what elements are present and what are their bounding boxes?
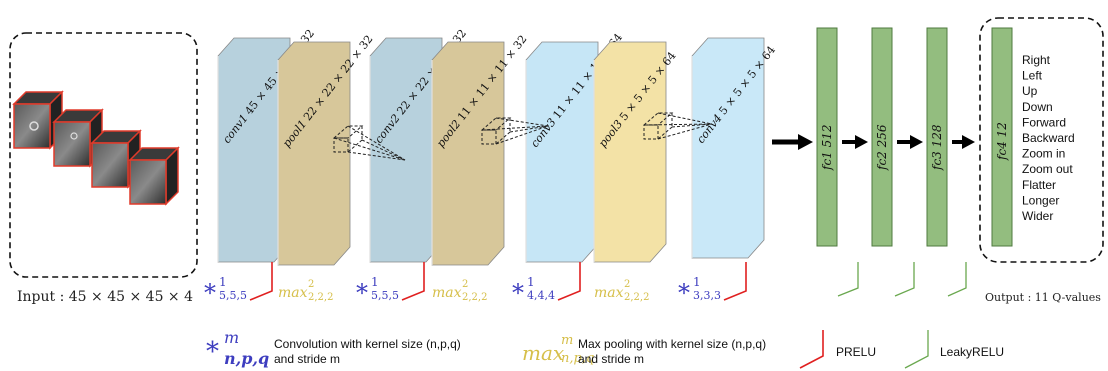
prelu-mark-conv2 [401, 262, 425, 301]
layer-pool2: pool211 × 11 × 11 × 32 [431, 33, 530, 266]
svg-text:5,5,5: 5,5,5 [219, 289, 247, 302]
legend-pool-text-2: and stride m [578, 352, 644, 366]
output-box [979, 17, 1104, 263]
svg-text:*: * [678, 279, 690, 307]
svg-text:max: max [278, 285, 308, 301]
input-box [9, 32, 198, 278]
svg-text:*: * [204, 279, 216, 307]
svg-text:*: * [206, 337, 219, 367]
fc3-label: fc3 128 [930, 124, 944, 171]
op-conv2: * 15,5,5 [356, 262, 425, 307]
svg-text:1: 1 [693, 275, 701, 289]
prelu-mark-conv3 [557, 262, 581, 301]
receptive-field-pyramids [332, 112, 713, 161]
svg-text:2,2,2: 2,2,2 [308, 292, 333, 303]
svg-text:m: m [224, 328, 239, 347]
fc-arrows [842, 135, 975, 149]
output-action-item: Longer [1022, 193, 1059, 207]
svg-text:n,p,q: n,p,q [224, 349, 269, 368]
pyramid-pool1 [332, 125, 406, 161]
svg-text:max: max [522, 341, 564, 365]
svg-text:4,4,4: 4,4,4 [527, 289, 555, 302]
legend-conv-text-2: and stride m [274, 352, 340, 366]
fc1-bar [816, 27, 838, 247]
svg-text:*: * [512, 279, 524, 307]
svg-text:m: m [561, 333, 573, 348]
legend-prelu-label: PRELU [836, 345, 876, 359]
output-action-item: Backward [1022, 131, 1075, 145]
legend-pool-symbol: max m n,p,q [522, 333, 594, 366]
legend-leaky-label: LeakyRELU [940, 345, 1004, 359]
output-action-item: Down [1022, 100, 1053, 114]
fc3-bar [926, 27, 948, 247]
svg-text:2,2,2: 2,2,2 [624, 292, 649, 303]
svg-text:2: 2 [462, 279, 468, 290]
fc2-label: fc2 256 [875, 124, 889, 171]
svg-text:1: 1 [527, 275, 535, 289]
legend: * m n,p,q Convolution with kernel size (… [206, 328, 1004, 369]
legend-conv-symbol: * m n,p,q [206, 328, 269, 368]
output-action-item: Forward [1022, 115, 1066, 129]
fc4-bar [991, 27, 1013, 247]
fc2-bar [871, 27, 893, 247]
fc4-label: fc4 12 [995, 122, 1009, 161]
fc1-label: fc1 512 [820, 124, 834, 171]
svg-text:2: 2 [624, 279, 630, 290]
output-action-item: Zoom out [1022, 162, 1073, 176]
fc-layers: fc1 512 fc2 256 fc3 128 fc4 12 [816, 27, 1013, 247]
svg-text:2: 2 [308, 279, 314, 290]
leaky-relu-marks [837, 262, 967, 297]
layer-pool3: pool35 × 5 × 5 × 64 [593, 41, 679, 263]
legend-prelu-mark [799, 330, 824, 369]
input-ct-cubes [12, 90, 180, 206]
op-conv1: * 15,5,5 [204, 262, 273, 307]
svg-text:2,2,2: 2,2,2 [462, 292, 487, 303]
output-label: Output : 11 Q-values [985, 291, 1101, 304]
flatten-arrow [772, 134, 813, 150]
svg-text:1: 1 [371, 275, 379, 289]
svg-text:max: max [432, 285, 462, 301]
svg-text:*: * [356, 279, 368, 307]
svg-text:max: max [594, 285, 624, 301]
output-action-item: Zoom in [1022, 147, 1065, 161]
prelu-mark-conv1 [249, 262, 273, 301]
output-action-item: Left [1022, 69, 1043, 83]
svg-text:5,5,5: 5,5,5 [371, 289, 399, 302]
op-conv4: * 13,3,3 [678, 262, 747, 307]
output-action-item: Up [1022, 84, 1038, 98]
output-action-item: Wider [1022, 209, 1053, 223]
output-action-item: Flatter [1022, 178, 1056, 192]
pyramid-pool2 [480, 117, 549, 145]
svg-text:3,3,3: 3,3,3 [693, 289, 721, 302]
input-label: Input : 45 × 45 × 45 × 4 [17, 289, 193, 305]
layer-pool1: pool122 × 22 × 22 × 32 [277, 33, 376, 266]
svg-text:1: 1 [219, 275, 227, 289]
layer-conv4: conv45 × 5 × 5 × 64 [691, 37, 778, 259]
legend-pool-text-1: Max pooling with kernel size (n,p,q) [578, 337, 766, 351]
output-action-item: Right [1022, 53, 1051, 67]
svg-text:n,p,q: n,p,q [561, 351, 594, 366]
prelu-mark-conv4 [723, 262, 747, 301]
op-conv3: * 14,4,4 [512, 262, 581, 307]
legend-conv-text-1: Convolution with kernel size (n,p,q) [274, 337, 461, 351]
pyramid-pool3 [642, 112, 713, 140]
legend-leaky-mark [904, 330, 929, 369]
